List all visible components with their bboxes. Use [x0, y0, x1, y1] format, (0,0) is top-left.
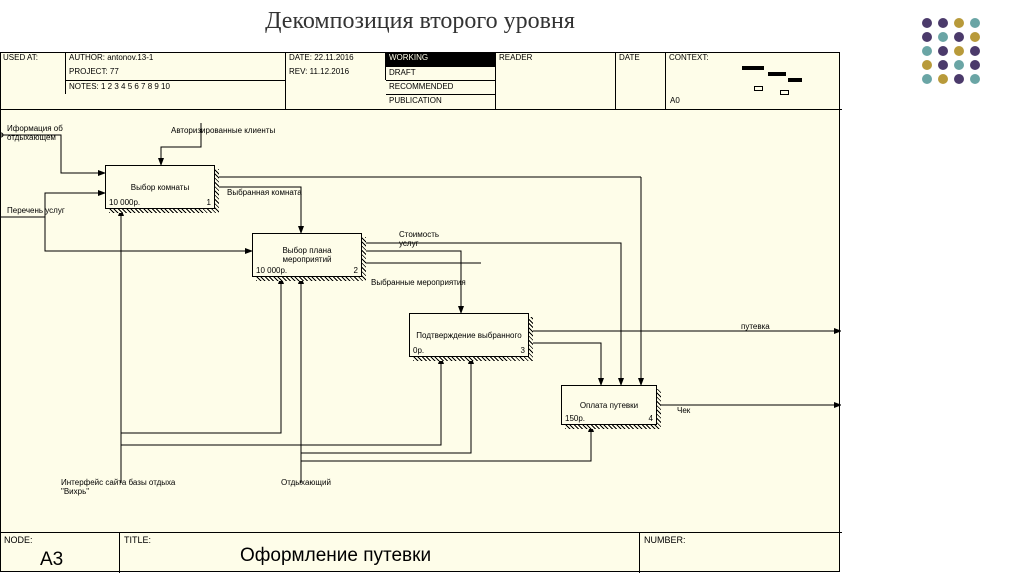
- hdr-author: AUTHOR: antonov.13-1: [66, 52, 286, 66]
- hdr-notes: NOTES: 1 2 3 4 5 6 7 8 9 10: [66, 80, 286, 109]
- lbl-events: Выбранные мероприятия: [371, 279, 466, 288]
- ftr-a3: A3: [40, 549, 63, 571]
- diagram-header: USED AT: AUTHOR: antonov.13-1 PROJECT: 7…: [0, 52, 842, 110]
- hdr-reader: READER: [496, 52, 616, 109]
- slide-title: Декомпозиция второго уровня: [0, 8, 840, 35]
- diagram-footer: NODE: A3 TITLE: Оформление путевки NUMBE…: [0, 532, 842, 572]
- hdr-used-at: USED AT:: [0, 52, 66, 94]
- hdr-a0: A0: [670, 96, 680, 105]
- process-b4: Оплата путевки150р.4: [561, 385, 657, 425]
- ftr-title-val: Оформление путевки: [240, 545, 431, 567]
- ftr-title-label: TITLE:: [124, 535, 151, 545]
- hdr-working: WORKING: [386, 52, 496, 66]
- process-b1: Выбор комнаты10 000р.1: [105, 165, 215, 209]
- process-b2: Выбор плана мероприятий10 000р.2: [252, 233, 362, 277]
- lbl-customer: Отдыхающий: [281, 479, 331, 488]
- context-mini-diagram: [736, 54, 822, 104]
- lbl-services: Перечень услуг: [7, 207, 65, 216]
- process-b3: Подтверждение выбранного0р.3: [409, 313, 529, 357]
- hdr-publication: PUBLICATION: [386, 94, 496, 109]
- lbl-cost: Стоимость услуг: [399, 231, 459, 249]
- lbl-check: Чек: [677, 407, 690, 416]
- hdr-date: DATE: 22.11.2016: [286, 52, 386, 66]
- ftr-number-cell: NUMBER:: [640, 533, 840, 573]
- idef0-diagram: USED AT: AUTHOR: antonov.13-1 PROJECT: 7…: [0, 52, 840, 572]
- lbl-auth: Авторизированные клиенты: [171, 127, 275, 136]
- hdr-date2: DATE: [616, 52, 666, 109]
- ftr-number: NUMBER:: [644, 535, 686, 545]
- lbl-info: Иформация об отдыхающем: [7, 125, 87, 143]
- ftr-node: NODE:: [4, 535, 33, 545]
- hdr-draft: DRAFT: [386, 66, 496, 80]
- lbl-room: Выбранная комната: [227, 189, 302, 198]
- hdr-rev: REV: 11.12.2016: [286, 66, 386, 80]
- decorative-dot-grid: [922, 18, 1004, 88]
- hdr-project: PROJECT: 77: [66, 66, 286, 80]
- lbl-interface: Интерфейс сайта базы отдыха "Вихрь": [61, 479, 201, 497]
- lbl-voucher: путевка: [741, 323, 770, 332]
- hdr-recommended: RECOMMENDED: [386, 80, 496, 94]
